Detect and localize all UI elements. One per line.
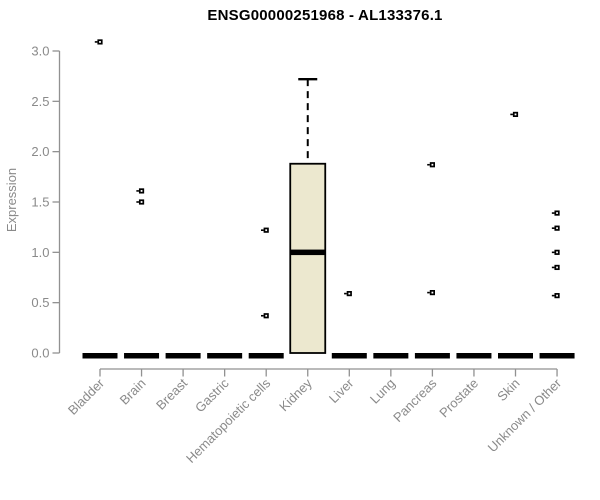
box-hematopoietic-cells [248, 353, 284, 359]
outlier-point-hole [265, 314, 268, 317]
box-pancreas [414, 353, 450, 359]
y-axis-tick-label: 1.5 [31, 194, 49, 209]
x-axis-tick-label: Breast [153, 375, 190, 412]
x-axis-tick-label: Prostate [436, 376, 481, 421]
outlier-point-hole [431, 163, 434, 166]
outlier-point-hole [556, 251, 558, 254]
outlier-point-hole [99, 41, 101, 43]
outlier-point-hole [431, 291, 434, 294]
outlier-point-hole [556, 266, 558, 269]
y-axis-title: Expression [4, 168, 19, 232]
x-axis-tick-label: Skin [494, 376, 522, 404]
y-axis-tick-label: 2.0 [31, 144, 49, 159]
x-axis-tick-label: Kidney [276, 375, 315, 414]
x-axis-tick-label: Brain [117, 376, 149, 408]
box-kidney [289, 162, 327, 354]
box-skin [498, 353, 533, 359]
chart-title: ENSG00000251968 - AL133376.1 [207, 7, 443, 24]
box-breast [165, 353, 201, 359]
box-prostate [456, 353, 492, 359]
outlier-point-hole [140, 201, 143, 203]
x-axis-tick-label: Lung [367, 376, 398, 407]
outlier-point-hole [265, 229, 268, 232]
y-axis-tick-label: 2.5 [31, 94, 49, 109]
outlier-point-hole [556, 294, 558, 297]
x-axis-tick-label: Gastric [192, 375, 232, 415]
box-bladder [82, 353, 118, 359]
box-unknown-other [539, 353, 575, 359]
box-liver [331, 353, 367, 359]
box-lung [373, 353, 409, 359]
outlier-point-hole [348, 292, 351, 295]
box-gastric [207, 353, 243, 359]
y-axis-tick-label: 1.0 [31, 245, 49, 260]
outlier-point-hole [556, 227, 558, 230]
outlier-point-hole [514, 113, 517, 116]
y-axis-tick-label: 3.0 [31, 43, 49, 58]
y-axis-tick-label: 0.0 [31, 346, 49, 361]
x-axis-tick-label: Pancreas [390, 375, 440, 425]
box-brain [124, 353, 160, 359]
outlier-point-hole [556, 212, 558, 214]
median-kidney [290, 249, 326, 256]
outlier-point-hole [140, 190, 143, 192]
x-axis-tick-label: Bladder [65, 375, 108, 418]
x-axis-tick-label: Liver [326, 375, 357, 406]
y-axis-tick-label: 0.5 [31, 295, 49, 310]
x-axis-tick-label: Unknown / Other [485, 375, 565, 455]
